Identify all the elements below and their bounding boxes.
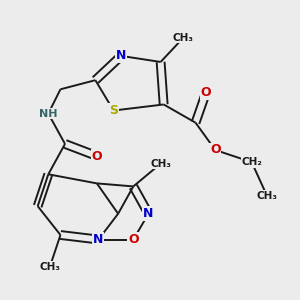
Text: O: O <box>201 86 212 99</box>
Text: N: N <box>143 207 154 220</box>
Text: O: O <box>210 143 220 157</box>
Text: S: S <box>109 104 118 117</box>
Text: CH₂: CH₂ <box>241 157 262 167</box>
Text: CH₃: CH₃ <box>256 190 278 200</box>
Text: N: N <box>93 233 103 246</box>
Text: CH₃: CH₃ <box>173 33 194 43</box>
Text: NH: NH <box>39 109 58 118</box>
Text: CH₃: CH₃ <box>39 262 60 272</box>
Text: O: O <box>128 233 139 246</box>
Text: CH₃: CH₃ <box>150 159 171 169</box>
Text: O: O <box>92 150 102 163</box>
Text: N: N <box>116 50 126 62</box>
